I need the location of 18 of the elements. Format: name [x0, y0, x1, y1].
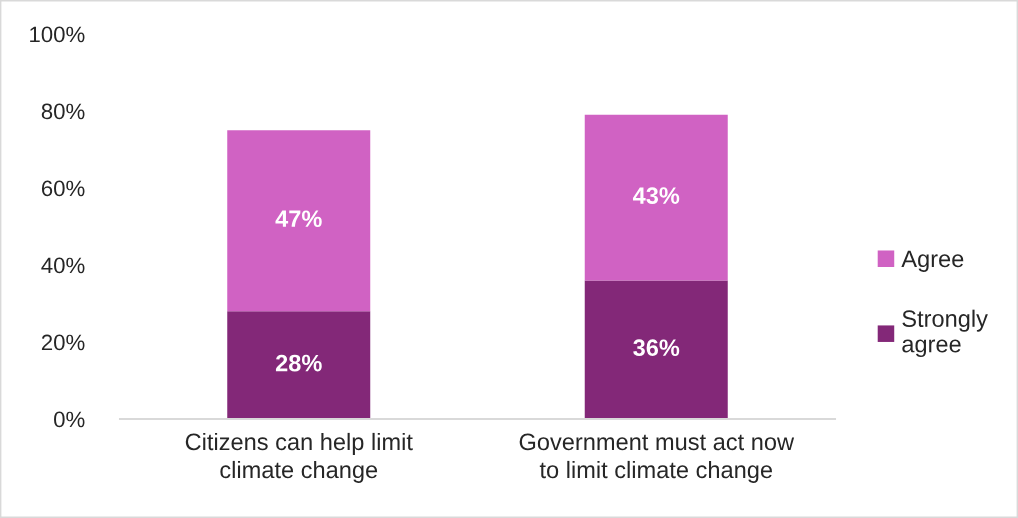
x-tick-label: Citizens can help limit climate change: [185, 432, 413, 483]
y-tick-label: 100%: [30, 26, 85, 43]
bar: [584, 114, 728, 281]
bar: [227, 130, 371, 312]
bar: [584, 280, 728, 419]
data-label: 43%: [632, 187, 680, 204]
y-tick-label: 20%: [41, 334, 85, 351]
y-tick-label: 60%: [41, 180, 85, 197]
y-tick-label: 80%: [41, 103, 85, 120]
legend-label: Agree: [901, 250, 964, 272]
data-label: 36%: [633, 339, 680, 357]
data-label: 28%: [275, 354, 322, 372]
x-tick-label: Government must act now to limit climate change: [519, 433, 795, 483]
y-tick-label: 40%: [41, 257, 85, 274]
y-tick-label: 0%: [54, 411, 85, 428]
data-label: 47%: [275, 210, 322, 228]
bar: [227, 311, 371, 419]
legend-label: Strongly agree: [902, 309, 988, 358]
